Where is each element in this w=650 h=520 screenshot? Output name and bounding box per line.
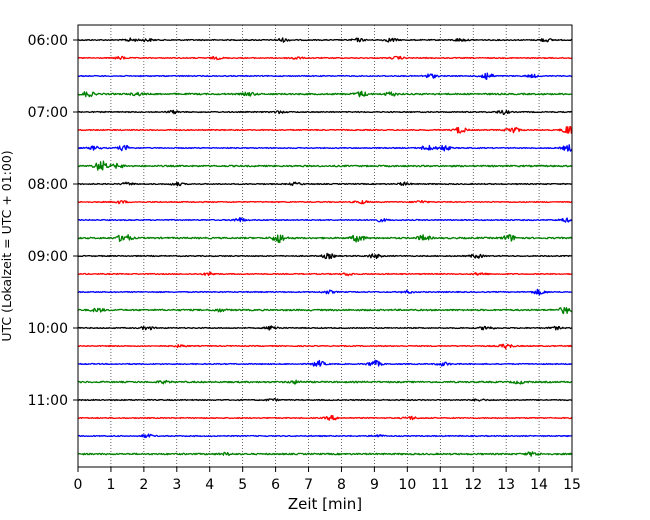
trace-1145 bbox=[77, 451, 573, 457]
x-tick-label: 3 bbox=[172, 477, 181, 493]
trace-0845 bbox=[77, 234, 573, 244]
x-tick-label: 13 bbox=[497, 477, 515, 493]
x-tick-label: 0 bbox=[74, 477, 83, 493]
trace-0930 bbox=[77, 288, 573, 296]
trace-0815 bbox=[77, 199, 573, 205]
plot-frame bbox=[77, 24, 573, 468]
trace-1130 bbox=[77, 433, 573, 439]
trace-1100 bbox=[77, 397, 573, 402]
trace-0730 bbox=[77, 144, 573, 152]
trace-0600 bbox=[77, 37, 572, 43]
x-tick-label: 8 bbox=[337, 477, 346, 493]
x-tick-label: 7 bbox=[304, 477, 313, 493]
trace-0715 bbox=[77, 126, 573, 134]
trace-1015 bbox=[78, 343, 573, 350]
x-tick-label: 11 bbox=[431, 477, 449, 493]
x-tick-label: 5 bbox=[238, 477, 247, 493]
x-axis-ticks: 0 1 2 3 4 5 6 7 8 9 10 11 12 13 14 15 bbox=[74, 467, 581, 493]
x-tick-label: 12 bbox=[464, 477, 482, 493]
trace-1030 bbox=[77, 359, 573, 367]
x-tick-label: 10 bbox=[398, 477, 416, 493]
trace-0900 bbox=[77, 252, 573, 260]
x-axis-label: Zeit [min] bbox=[288, 495, 362, 513]
x-tick-label: 6 bbox=[271, 477, 280, 493]
x-tick-label: 4 bbox=[205, 477, 214, 493]
trace-0630 bbox=[77, 72, 573, 81]
y-tick-label: 10:00 bbox=[28, 321, 68, 337]
trace-1045 bbox=[77, 379, 573, 385]
trace-0915 bbox=[78, 271, 573, 277]
x-tick-label: 15 bbox=[563, 477, 581, 493]
trace-0745 bbox=[77, 160, 572, 171]
x-tick-label: 9 bbox=[370, 477, 379, 493]
trace-0645 bbox=[77, 90, 573, 98]
seismogram-traces bbox=[77, 37, 573, 457]
y-axis-ticks: 06:00 07:00 08:00 09:00 10:00 11:00 bbox=[28, 33, 78, 409]
x-tick-label: 14 bbox=[530, 477, 548, 493]
trace-0615 bbox=[78, 55, 573, 61]
trace-0945 bbox=[78, 306, 573, 315]
y-tick-label: 09:00 bbox=[28, 249, 68, 265]
y-tick-label: 11:00 bbox=[28, 393, 68, 409]
y-tick-label: 08:00 bbox=[28, 177, 68, 193]
trace-0800 bbox=[77, 181, 572, 187]
y-tick-label: 07:00 bbox=[28, 105, 68, 121]
trace-0830 bbox=[77, 217, 573, 223]
trace-1115 bbox=[78, 414, 573, 421]
x-tick-label: 2 bbox=[139, 477, 148, 493]
x-tick-label: 1 bbox=[106, 477, 115, 493]
y-axis-label: UTC (Lokalzeit = UTC + 01:00) bbox=[0, 150, 14, 341]
y-tick-label: 06:00 bbox=[28, 33, 68, 49]
trace-1000 bbox=[77, 325, 573, 331]
trace-0700 bbox=[77, 109, 573, 116]
